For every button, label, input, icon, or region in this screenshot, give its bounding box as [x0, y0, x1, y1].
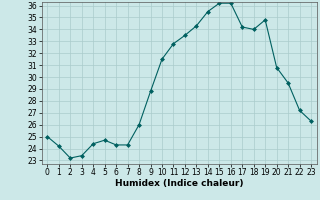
- X-axis label: Humidex (Indice chaleur): Humidex (Indice chaleur): [115, 179, 244, 188]
